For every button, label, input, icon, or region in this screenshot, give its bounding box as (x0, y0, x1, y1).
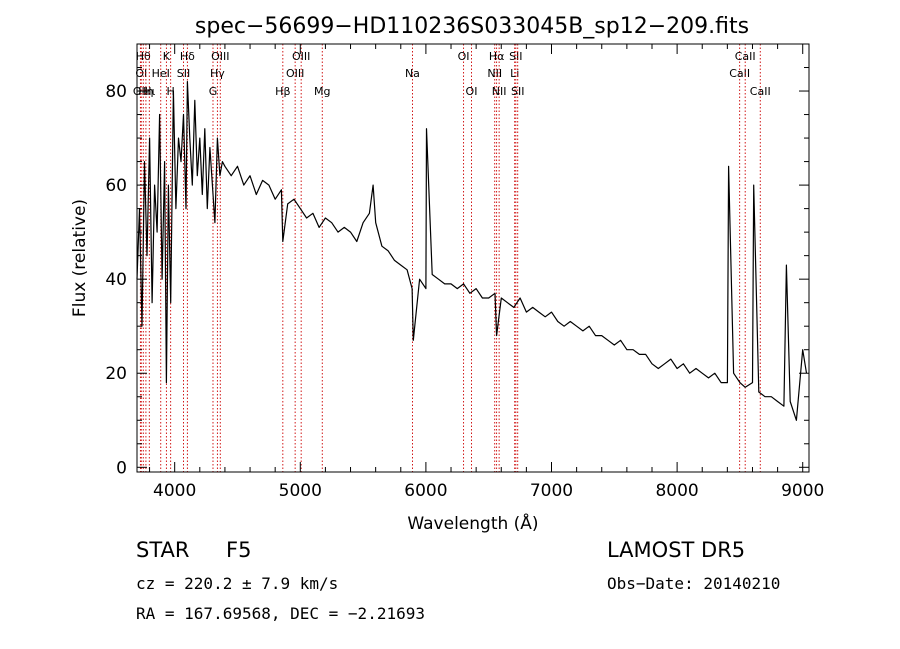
marker-label-26: CaII (729, 67, 750, 80)
marker-label-17: Na (405, 67, 420, 80)
y-tick-label-1: 20 (105, 364, 127, 384)
axes: 4000 5000 6000 7000 8000 9000 0 20 40 60 80 (105, 43, 824, 501)
marker-label-4: Hι (143, 85, 155, 98)
object-class: STAR (136, 538, 190, 562)
x-tick-label-1: 5000 (279, 481, 322, 501)
marker-label-14: OIII (286, 67, 304, 80)
x-tick-label-5: 9000 (781, 481, 824, 501)
marker-label-1: OI (135, 67, 147, 80)
marker-label-10: G (209, 85, 218, 98)
marker-label-6: K (163, 50, 171, 63)
y-axis-label: Flux (relative) (70, 199, 90, 317)
sky-coordinates: RA = 167.69568, DEC = −2.21693 (136, 604, 425, 623)
x-axis-label: Wavelength (Å) (407, 512, 538, 534)
marker-label-15: OIII (292, 50, 310, 63)
x-tick-label-2: 6000 (404, 481, 447, 501)
marker-label-27: CaII (735, 50, 756, 63)
y-tick-label-0: 0 (116, 458, 127, 478)
redshift-velocity: cz = 220.2 ± 7.9 km/s (136, 574, 339, 593)
plot-frame (136, 43, 810, 473)
marker-label-2: Hθ (136, 50, 151, 63)
x-tick-label-4: 8000 (655, 481, 698, 501)
marker-label-9: Hδ (180, 50, 195, 63)
line-markers: OIIOIHθHηHιHeIKHSIIHδGHγOIIIHβOIIIOIIIMg… (133, 44, 771, 472)
marker-label-28: CaII (750, 85, 771, 98)
marker-label-25: SII (511, 85, 524, 98)
y-tick-label-4: 80 (105, 82, 127, 102)
marker-label-5: HeI (152, 67, 170, 80)
marker-label-7: H (167, 85, 175, 98)
marker-label-24: SII (509, 50, 522, 63)
marker-label-18: OI (458, 50, 470, 63)
marker-label-19: OI (466, 85, 478, 98)
marker-label-16: Mg (314, 85, 330, 98)
marker-label-13: Hβ (275, 85, 290, 98)
marker-label-11: Hγ (210, 67, 225, 80)
x-tick-label-0: 4000 (153, 481, 196, 501)
marker-label-12: OIII (211, 50, 229, 63)
survey-name: LAMOST DR5 (607, 538, 746, 562)
marker-label-20: NII (487, 67, 502, 80)
marker-label-8: SII (177, 67, 190, 80)
spectrum-series (136, 80, 808, 421)
marker-label-22: NII (492, 85, 507, 98)
spectrum-line-0 (136, 80, 808, 421)
y-tick-label-3: 60 (105, 176, 127, 196)
chart-title: spec−56699−HD110236S033045B_sp12−209.fit… (195, 14, 749, 39)
object-subclass: F5 (226, 538, 252, 562)
marker-label-21: Hα (489, 50, 505, 63)
x-tick-label-3: 7000 (530, 481, 573, 501)
marker-label-23: Li (510, 67, 519, 80)
observation-date: Obs−Date: 20140210 (607, 574, 781, 593)
y-tick-label-2: 40 (105, 270, 127, 290)
